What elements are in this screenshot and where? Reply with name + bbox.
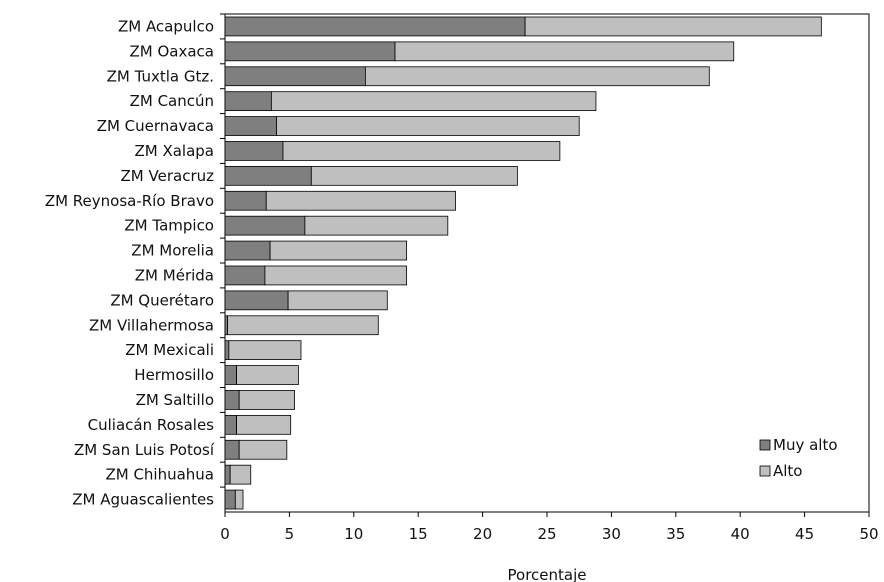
bar-segment-muy-alto <box>224 141 284 161</box>
category-label: ZM Aguascalientes <box>72 491 214 509</box>
bar-segment-muy-alto <box>224 215 306 236</box>
category-labels: ZM Acapulco ZM Oaxaca ZM Tuxtla Gtz. ZM Can… <box>45 13 225 509</box>
bar-segment-muy-alto <box>224 91 272 112</box>
bar-segment-alto <box>236 365 299 385</box>
x-tick-label: 15 <box>409 525 428 543</box>
category-label: ZM Cancún <box>130 92 214 110</box>
legend-swatch <box>759 465 771 477</box>
bar-segment-muy-alto <box>224 16 526 37</box>
bar-segment-alto <box>229 464 252 485</box>
category-label: ZM Mexicali <box>125 341 214 359</box>
bar-segment-muy-alto <box>224 365 237 385</box>
x-tick-label: 50 <box>859 525 878 543</box>
category-label: ZM Querétaro <box>110 291 214 309</box>
category-label: Hermosillo <box>134 366 214 384</box>
bar-segment-muy-alto <box>224 240 271 261</box>
bar-segment-alto <box>234 489 244 510</box>
category-label: ZM Cuernavaca <box>97 117 214 135</box>
category-label: ZM San Luis Potosí <box>74 441 215 459</box>
bar-segment-alto <box>287 290 388 311</box>
x-tick-label: 45 <box>795 525 814 543</box>
x-tick-label: 35 <box>666 525 685 543</box>
bar-segment-alto <box>265 190 456 211</box>
bar-segment-alto <box>269 240 408 261</box>
bar-segment-alto <box>227 315 379 336</box>
category-label: ZM Tampico <box>124 217 214 235</box>
x-axis: 0 5 10 15 20 25 30 35 40 45 50 <box>220 512 879 543</box>
bar-segment-muy-alto <box>224 116 277 136</box>
x-axis-title: Porcentaje <box>508 566 587 582</box>
bar-segment-alto <box>264 265 408 286</box>
legend-label: Muy alto <box>773 436 838 454</box>
category-label: ZM Mérida <box>135 266 214 284</box>
category-label: ZM Chihuahua <box>105 466 214 484</box>
x-tick-label: 0 <box>220 525 230 543</box>
bars <box>224 16 822 510</box>
category-label: ZM Villahermosa <box>89 316 214 334</box>
category-label: ZM Reynosa-Río Bravo <box>45 192 214 210</box>
category-label: ZM Oaxaca <box>130 42 215 60</box>
category-label: ZM Tuxtla Gtz. <box>107 67 214 85</box>
legend: Muy alto Alto <box>759 436 838 480</box>
x-tick-label: 20 <box>473 525 492 543</box>
bar-segment-muy-alto <box>224 41 396 62</box>
bar-segment-alto <box>236 414 292 435</box>
bar-segment-muy-alto <box>224 390 240 410</box>
category-label: Culiacán Rosales <box>88 416 215 434</box>
legend-label: Alto <box>773 462 803 480</box>
bar-segment-muy-alto <box>224 165 312 186</box>
bar-segment-alto <box>364 66 710 87</box>
bar-segment-muy-alto <box>224 340 230 361</box>
x-tick-label: 10 <box>344 525 363 543</box>
bar-segment-muy-alto <box>224 190 267 211</box>
bar-segment-muy-alto <box>224 414 237 435</box>
bar-segment-alto <box>524 16 822 37</box>
bar-segment-muy-alto <box>224 464 231 485</box>
bar-segment-alto <box>282 141 561 161</box>
bar-segment-alto <box>276 116 580 136</box>
category-label: ZM Saltillo <box>136 391 214 409</box>
category-label: ZM Veracruz <box>121 167 215 185</box>
bar-segment-alto <box>238 390 295 410</box>
category-label: ZM Xalapa <box>134 142 214 160</box>
bar-segment-alto <box>270 91 597 112</box>
bar-segment-alto <box>304 215 449 236</box>
bar-segment-alto <box>394 41 735 62</box>
x-tick-label: 30 <box>602 525 621 543</box>
bar-segment-alto <box>228 340 302 361</box>
bar-segment-muy-alto <box>224 66 366 87</box>
x-tick-label: 40 <box>731 525 750 543</box>
bar-segment-muy-alto <box>224 265 266 286</box>
legend-swatch <box>759 439 771 451</box>
category-label: ZM Acapulco <box>118 17 214 35</box>
x-tick-label: 5 <box>285 525 295 543</box>
bar-segment-muy-alto <box>224 290 289 311</box>
bar-segment-muy-alto <box>224 439 240 460</box>
category-label: ZM Morelia <box>131 242 214 260</box>
bar-segment-muy-alto <box>224 489 236 510</box>
bar-segment-alto <box>238 439 288 460</box>
bar-segment-alto <box>310 165 518 186</box>
x-tick-label: 25 <box>537 525 556 543</box>
